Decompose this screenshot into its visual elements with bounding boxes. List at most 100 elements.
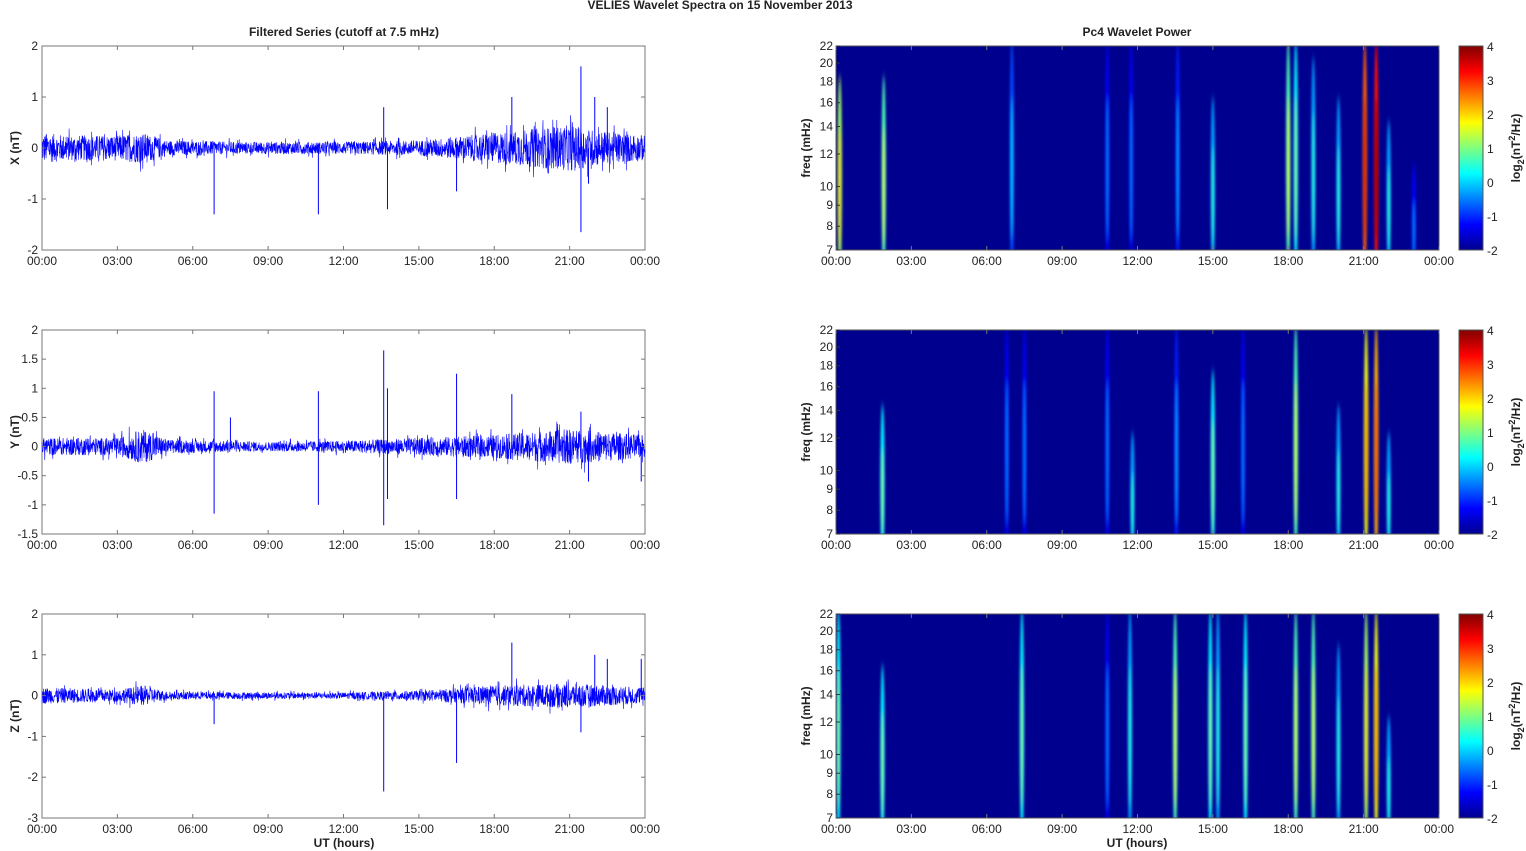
power-streak-core xyxy=(1174,665,1177,808)
x-tick-label: 00:00 xyxy=(630,822,660,836)
y-tick-label: 2 xyxy=(31,323,38,337)
x-tick-label: 15:00 xyxy=(1198,822,1228,836)
x-tick-label: 03:00 xyxy=(102,538,132,552)
x-tick-label: 09:00 xyxy=(1047,254,1077,268)
colorbar-label: log2(nT2/Hz) xyxy=(1507,114,1526,183)
x-tick-label: 00:00 xyxy=(821,538,851,552)
power-streak-core xyxy=(1287,96,1290,240)
freq-tick-label: 14 xyxy=(820,404,834,418)
freq-tick-label: 18 xyxy=(820,359,834,373)
colorbar-tick-label: 0 xyxy=(1487,744,1494,758)
y-axis-label: Z (nT) xyxy=(8,699,22,732)
figure-title: VELIES Wavelet Spectra on 15 November 20… xyxy=(587,0,852,12)
power-streak-core xyxy=(1387,165,1390,250)
x-tick-label: 03:00 xyxy=(896,822,926,836)
x-tick-label: 06:00 xyxy=(972,822,1002,836)
power-streak-core xyxy=(1128,665,1132,808)
y-tick-label: 2 xyxy=(31,39,38,53)
power-streak-core xyxy=(1365,665,1368,808)
y-tick-label: 1 xyxy=(31,648,38,662)
x-tick-label: 12:00 xyxy=(328,822,358,836)
freq-tick-label: 9 xyxy=(826,198,833,212)
x-tick-label: 21:00 xyxy=(1349,822,1379,836)
colorbar xyxy=(1458,329,1484,535)
power-streak-core xyxy=(1020,665,1024,808)
x-tick-label: 18:00 xyxy=(479,538,509,552)
power-streak-core xyxy=(1387,472,1390,534)
y-tick-label: -2 xyxy=(27,770,38,784)
x-tick-label: 00:00 xyxy=(1424,822,1454,836)
freq-tick-label: 7 xyxy=(826,527,833,541)
power-streak-core xyxy=(1375,96,1378,240)
freq-tick-label: 8 xyxy=(826,219,833,233)
y-tick-label: 0 xyxy=(31,689,38,703)
x-tick-label: 00:00 xyxy=(27,822,57,836)
power-streak-core xyxy=(1294,381,1297,524)
power-streak-core xyxy=(837,665,840,808)
power-streak-core xyxy=(1010,96,1013,240)
y-tick-label: 0 xyxy=(31,440,38,454)
colorbar-tick-label: 0 xyxy=(1487,460,1494,474)
left-xlabel: UT (hours) xyxy=(314,836,375,850)
freq-axis-label: freq (mHz) xyxy=(799,118,813,177)
y-tick-label: 1.5 xyxy=(21,352,38,366)
colorbar-tick-label: -2 xyxy=(1487,244,1498,258)
x-tick-label: 09:00 xyxy=(253,822,283,836)
power-streak-core xyxy=(1337,695,1340,814)
power-streak-core xyxy=(1209,665,1212,808)
freq-tick-label: 12 xyxy=(820,147,834,161)
power-streak-core xyxy=(1216,665,1219,808)
x-tick-label: 06:00 xyxy=(972,538,1002,552)
x-tick-label: 00:00 xyxy=(1424,254,1454,268)
power-streak-core xyxy=(1106,381,1109,524)
y-axis-label: Y (nT) xyxy=(8,415,22,449)
colorbar-tick-label: 0 xyxy=(1487,176,1494,190)
freq-axis-label: freq (mHz) xyxy=(799,686,813,745)
x-tick-label: 03:00 xyxy=(102,822,132,836)
colorbar-tick-label: 3 xyxy=(1487,74,1494,88)
power-streak-core xyxy=(1375,381,1378,524)
power-streak-core xyxy=(1106,96,1109,240)
right-xlabel: UT (hours) xyxy=(1107,836,1168,850)
y-tick-label: -1 xyxy=(27,498,38,512)
x-tick-label: 18:00 xyxy=(1273,538,1303,552)
power-streak-core xyxy=(881,449,884,534)
spectrogram-marks xyxy=(837,46,1417,250)
colorbar-tick-label: 2 xyxy=(1487,392,1494,406)
freq-tick-label: 16 xyxy=(820,380,834,394)
colorbar-tick-label: -1 xyxy=(1487,210,1498,224)
power-streak-core xyxy=(1294,665,1297,808)
power-streak-core xyxy=(1131,472,1134,534)
series-axes-Y xyxy=(41,329,646,535)
freq-tick-label: 14 xyxy=(820,688,834,702)
x-tick-label: 15:00 xyxy=(404,538,434,552)
freq-tick-label: 7 xyxy=(826,811,833,825)
colorbar xyxy=(1458,45,1484,251)
y-axis-label: X (nT) xyxy=(8,131,22,165)
x-tick-label: 00:00 xyxy=(630,538,660,552)
x-tick-label: 21:00 xyxy=(1349,254,1379,268)
power-streak-core xyxy=(1337,145,1340,249)
spectrogram-marks xyxy=(836,614,1391,818)
colorbar-tick-label: -1 xyxy=(1487,494,1498,508)
x-tick-label: 09:00 xyxy=(253,254,283,268)
y-tick-label: -0.5 xyxy=(17,469,38,483)
x-tick-label: 21:00 xyxy=(555,538,585,552)
power-streak-core xyxy=(1244,665,1247,808)
x-tick-label: 06:00 xyxy=(178,538,208,552)
y-tick-label: 1 xyxy=(31,90,38,104)
colorbar xyxy=(1458,613,1484,819)
power-streak-core xyxy=(1106,665,1109,808)
spectrogram-Z xyxy=(836,614,1439,818)
x-tick-label: 06:00 xyxy=(178,822,208,836)
power-streak-core xyxy=(1175,381,1178,524)
x-tick-label: 00:00 xyxy=(821,254,851,268)
freq-tick-label: 10 xyxy=(820,179,834,193)
x-tick-label: 00:00 xyxy=(630,254,660,268)
colorbar-tick-label: 2 xyxy=(1487,108,1494,122)
colorbar-tick-label: 4 xyxy=(1487,40,1494,54)
freq-tick-label: 10 xyxy=(820,463,834,477)
power-streak-core xyxy=(1294,96,1297,240)
freq-tick-label: 9 xyxy=(826,766,833,780)
